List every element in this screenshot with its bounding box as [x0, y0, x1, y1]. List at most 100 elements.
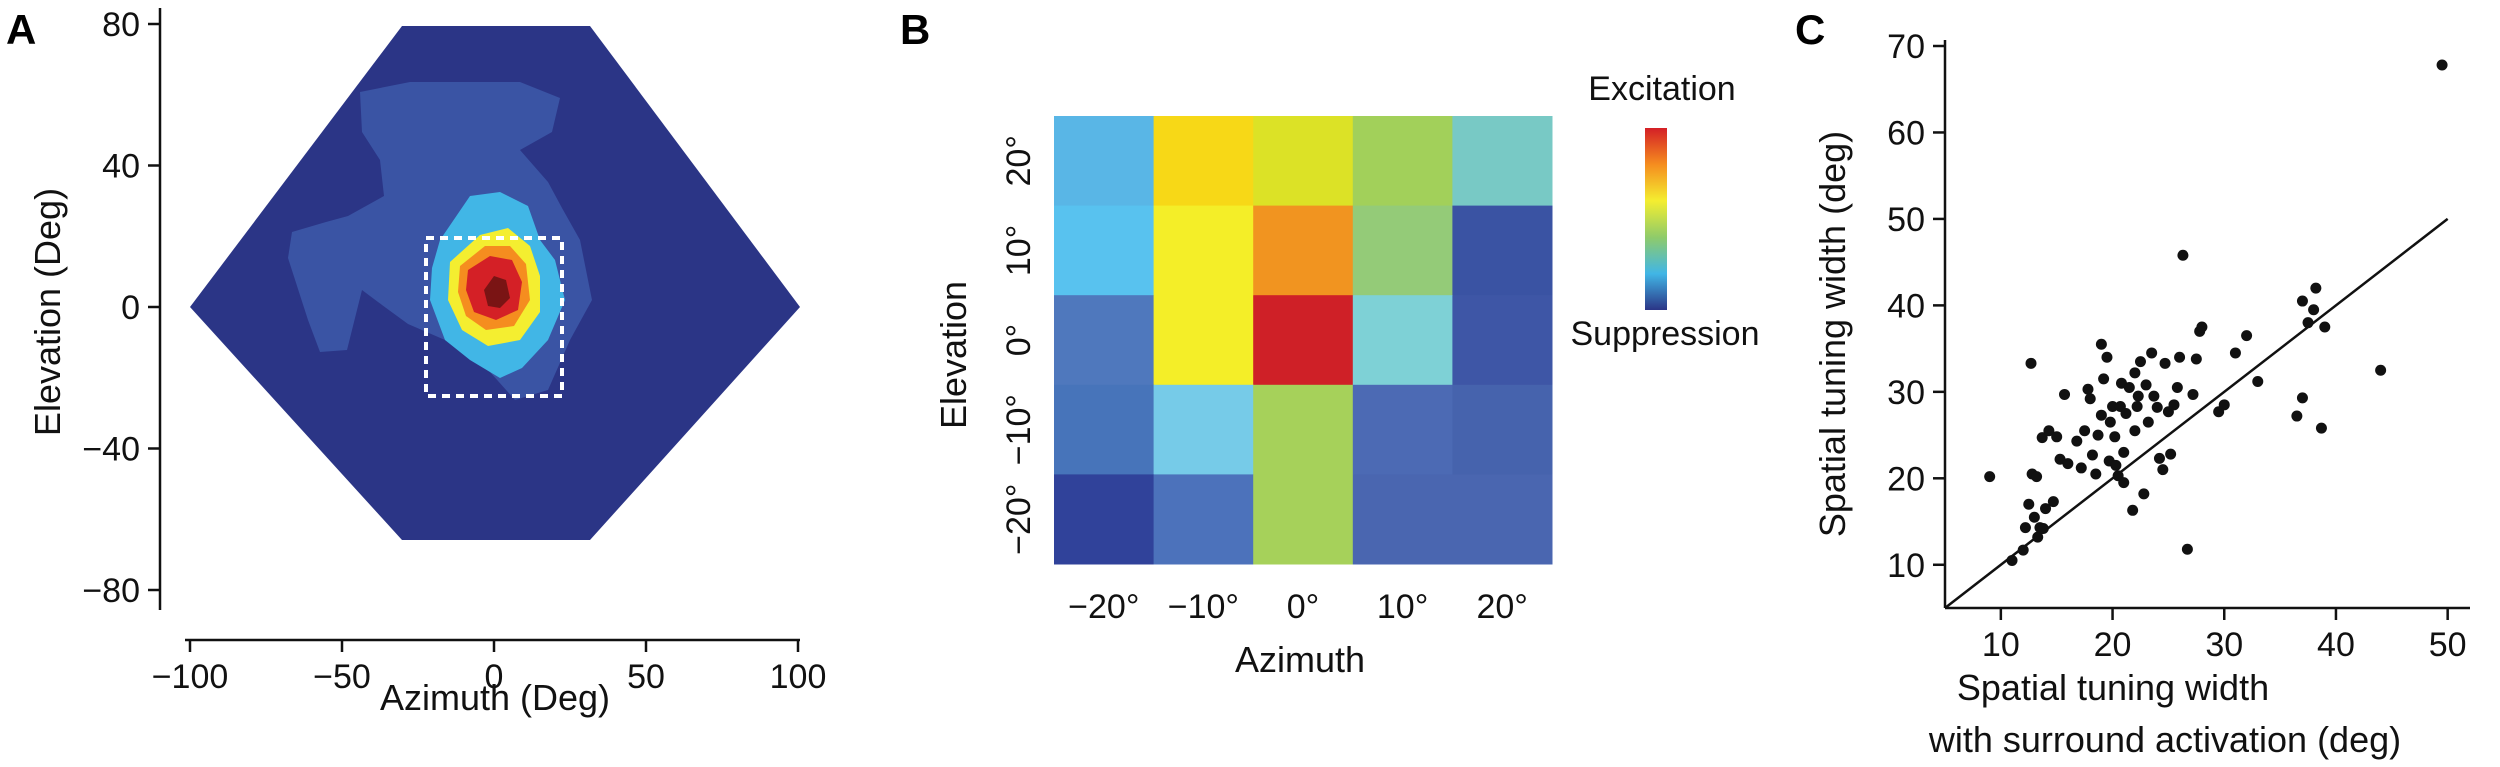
scatter-point — [2252, 375, 2264, 387]
center-region-dashed-box — [424, 236, 564, 398]
panel-b-ylabel: Elevation — [933, 281, 974, 429]
scatter-point — [2036, 432, 2048, 444]
scatter-point — [2051, 431, 2063, 443]
panel-c-y-tick-label: 60 — [1887, 114, 1925, 152]
scatter-point — [2171, 382, 2183, 394]
panel-c-x-tick-label: 50 — [2429, 626, 2467, 664]
scatter-point — [2023, 498, 2035, 510]
panel-b-y-tick-label: 10° — [1000, 225, 1038, 276]
panel-a-label: A — [6, 6, 36, 53]
scatter-point — [2120, 407, 2132, 419]
scatter-point — [2296, 392, 2308, 404]
heatmap-cell — [1352, 116, 1453, 207]
panel-a-y-tick-label: 0 — [121, 289, 140, 327]
panel-b-x-tick-label: 0° — [1287, 588, 1320, 626]
heatmap-cell — [1253, 384, 1354, 475]
scatter-point — [2017, 544, 2029, 556]
scatter-point — [2129, 367, 2141, 379]
heatmap-cell — [1253, 474, 1354, 565]
scatter-point — [2095, 409, 2107, 421]
heatmap-cell — [1352, 474, 1453, 565]
heatmap-cell — [1253, 205, 1354, 296]
scatter-point — [2110, 459, 2122, 471]
panel-b-x-tick-label: 10° — [1377, 588, 1428, 626]
panel-b-label: B — [900, 6, 930, 53]
scatter-point — [2095, 338, 2107, 350]
panel-c-y-tick-label: 30 — [1887, 374, 1925, 412]
panel-c-points — [1984, 59, 2448, 566]
scatter-point — [2375, 364, 2387, 376]
scatter-point — [2436, 59, 2448, 71]
scatter-point — [2153, 452, 2165, 464]
scatter-point — [2168, 399, 2180, 411]
panel-b-xlabel: Azimuth — [1235, 639, 1365, 680]
panel-c-ylabel: Spatial tuning width (deg) — [1812, 131, 1853, 537]
scatter-point — [2296, 295, 2308, 307]
scatter-point — [2165, 448, 2177, 460]
scatter-point — [2159, 357, 2171, 369]
panel-c-y-tick-label: 70 — [1887, 28, 1925, 66]
heatmap-cell — [1452, 295, 1553, 386]
scatter-point — [2218, 399, 2230, 411]
panel-a-x-tick-label: 50 — [627, 658, 665, 696]
scatter-point — [2025, 357, 2037, 369]
scatter-point — [2319, 321, 2331, 333]
panel-c-y-tick-label: 50 — [1887, 201, 1925, 239]
panel-c-y-tick-label: 40 — [1887, 287, 1925, 325]
panel-a-heatmap — [190, 26, 800, 540]
scatter-point — [2047, 496, 2059, 508]
panel-b-heatmap — [1054, 116, 1553, 565]
colorbar — [1645, 128, 1667, 310]
panel-c-x-tick-label: 10 — [1982, 626, 2020, 664]
scatter-point — [2090, 468, 2102, 480]
scatter-point — [2086, 449, 2098, 461]
heatmap-cell — [1054, 205, 1155, 296]
scatter-point — [2132, 390, 2144, 402]
scatter-point — [2308, 304, 2320, 316]
panel-b-y-tick-label: −20° — [1000, 484, 1038, 555]
panel-c-xlabel-line-2: with surround activation (deg) — [1928, 719, 2401, 760]
scatter-point — [2006, 554, 2018, 566]
scatter-point — [2028, 511, 2040, 523]
panel-a-y-tick-label: −40 — [82, 431, 140, 469]
panel-b-x-tick-label: −20° — [1068, 588, 1139, 626]
heatmap-cell — [1352, 205, 1453, 296]
panel-a-x-tick-label: 100 — [770, 658, 827, 696]
identity-line — [1944, 217, 2449, 609]
scatter-point — [2101, 351, 2113, 363]
panel-b-x-tick-label: −10° — [1168, 588, 1239, 626]
scatter-point — [2118, 446, 2130, 458]
scatter-point — [2148, 390, 2160, 402]
scatter-point — [2129, 425, 2141, 437]
scatter-point — [2157, 464, 2169, 476]
panel-b-y-tick-label: 0° — [1000, 324, 1038, 357]
panel-a-y-tick-label: 80 — [102, 6, 140, 44]
panel-c-axes: 10 20 30 40 50 10 20 30 40 50 60 70 — [1887, 28, 2470, 664]
panel-b-y-tick-label: 20° — [1000, 135, 1038, 186]
scatter-point — [2079, 425, 2091, 437]
scatter-point — [2134, 356, 2146, 368]
scatter-point — [2127, 504, 2139, 516]
scatter-point — [2043, 425, 2055, 437]
scatter-point — [2241, 330, 2253, 342]
heatmap-cell — [1054, 295, 1155, 386]
scatter-point — [2151, 401, 2163, 413]
panel-c-x-tick-label: 20 — [2094, 626, 2132, 664]
panel-c-x-tick-label: 30 — [2205, 626, 2243, 664]
scatter-point — [2031, 471, 2043, 483]
scatter-point — [2190, 353, 2202, 365]
heatmap-cell — [1352, 384, 1453, 475]
panel-a-x-tick-label: −100 — [152, 658, 229, 696]
scatter-point — [2107, 401, 2119, 413]
panel-b-ticks: −20° −10° 0° 10° 20° 20° 10° 0° −10° −20° — [1000, 135, 1528, 626]
scatter-point — [2118, 477, 2130, 489]
panel-a-x-tick-label: 0 — [485, 658, 504, 696]
scatter-point — [2229, 347, 2241, 359]
panel-a-y-tick-label: −80 — [82, 572, 140, 610]
scatter-point — [2059, 388, 2071, 400]
scatter-point — [2037, 522, 2049, 534]
panel-a-xlabel: Azimuth (Deg) — [380, 677, 610, 718]
scatter-point — [2181, 543, 2193, 555]
scatter-point — [2062, 458, 2074, 470]
